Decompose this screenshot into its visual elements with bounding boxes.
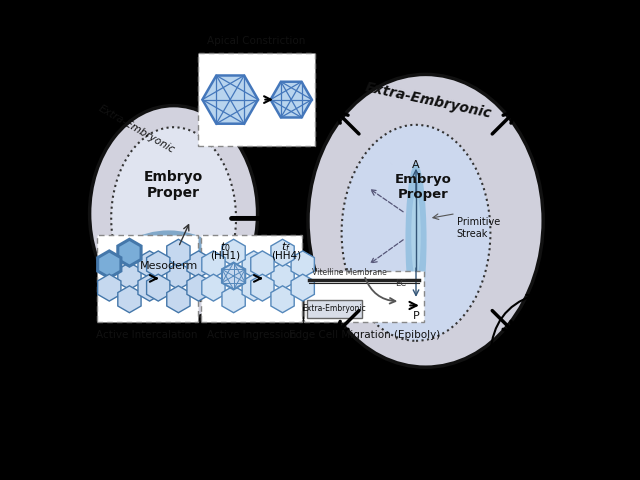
Text: Active Ingression: Active Ingression [207, 330, 296, 340]
Polygon shape [222, 286, 245, 312]
Polygon shape [187, 251, 210, 278]
FancyBboxPatch shape [201, 235, 302, 322]
Ellipse shape [90, 106, 258, 322]
Ellipse shape [111, 127, 236, 310]
Ellipse shape [135, 238, 207, 285]
Polygon shape [271, 286, 294, 312]
Polygon shape [167, 240, 190, 266]
Text: Embryo
Proper: Embryo Proper [395, 173, 452, 201]
Polygon shape [167, 263, 190, 289]
Polygon shape [187, 274, 210, 301]
Text: (HH1): (HH1) [210, 251, 240, 261]
Polygon shape [271, 82, 312, 118]
Text: Embryo
Proper: Embryo Proper [144, 170, 204, 200]
Text: $t_0$: $t_0$ [220, 240, 230, 254]
Text: $t_f$: $t_f$ [282, 240, 291, 254]
Ellipse shape [406, 163, 427, 317]
Polygon shape [118, 286, 141, 312]
Text: Extra-Embryonic: Extra-Embryonic [302, 304, 366, 313]
Polygon shape [291, 251, 314, 278]
Ellipse shape [114, 230, 224, 302]
FancyBboxPatch shape [307, 300, 362, 318]
Ellipse shape [157, 247, 190, 272]
Polygon shape [147, 251, 170, 278]
Text: Extra-Embryonic: Extra-Embryonic [97, 104, 177, 156]
FancyBboxPatch shape [97, 235, 198, 322]
Polygon shape [202, 75, 258, 124]
Polygon shape [202, 251, 225, 278]
Polygon shape [271, 263, 294, 289]
FancyBboxPatch shape [198, 53, 315, 146]
FancyBboxPatch shape [304, 271, 424, 322]
Ellipse shape [412, 193, 420, 277]
Polygon shape [147, 274, 170, 301]
Polygon shape [138, 274, 161, 301]
Text: Primitive
Streak: Primitive Streak [457, 217, 500, 239]
Text: Apical Constriction: Apical Constriction [207, 36, 305, 46]
Text: (HH4): (HH4) [271, 251, 301, 261]
Text: A: A [412, 160, 420, 170]
Text: Extra-Embryonic: Extra-Embryonic [364, 81, 493, 121]
Polygon shape [222, 263, 245, 289]
Text: Vitelline Membrane: Vitelline Membrane [312, 268, 387, 277]
Text: Mesoderm: Mesoderm [140, 262, 198, 271]
Polygon shape [98, 274, 121, 301]
Polygon shape [118, 263, 141, 289]
Polygon shape [291, 274, 314, 301]
Polygon shape [138, 251, 161, 278]
Polygon shape [222, 240, 245, 266]
Polygon shape [167, 286, 190, 312]
Polygon shape [242, 274, 266, 301]
Polygon shape [251, 274, 274, 301]
Polygon shape [202, 274, 225, 301]
Text: Edge Cell Migration (Epiboly): Edge Cell Migration (Epiboly) [289, 330, 440, 340]
Polygon shape [271, 240, 294, 266]
Polygon shape [98, 251, 121, 278]
Text: EC: EC [396, 279, 406, 288]
Text: P: P [413, 311, 419, 321]
Ellipse shape [308, 74, 543, 367]
Polygon shape [242, 251, 266, 278]
Ellipse shape [342, 125, 490, 341]
Polygon shape [118, 240, 141, 266]
Polygon shape [251, 251, 274, 278]
Text: Active Intercalation: Active Intercalation [97, 330, 198, 340]
